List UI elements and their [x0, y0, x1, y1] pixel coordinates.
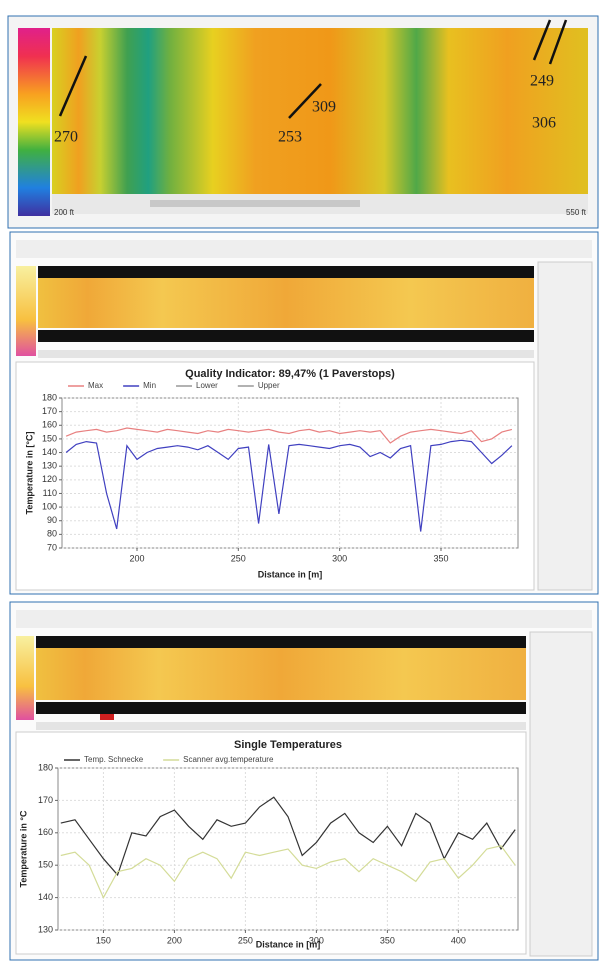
y-tick-label: 150: [42, 433, 57, 443]
legend-label: Upper: [258, 381, 280, 390]
thermal-strip: [38, 278, 534, 328]
series-line: [60, 796, 516, 877]
annotation: 270: [54, 129, 78, 146]
x-tick-label: 350: [380, 935, 395, 945]
annotation: 306: [532, 115, 556, 132]
series-line: [60, 845, 516, 899]
y-tick-label: 160: [42, 420, 57, 430]
strip-bottom: [36, 702, 526, 714]
y-tick-label: 150: [38, 860, 53, 870]
y-tick-label: 180: [38, 762, 53, 772]
legend-label: Temp. Schnecke: [84, 755, 144, 764]
series-line: [65, 439, 513, 532]
x-axis-label: Distance in [m]: [256, 939, 321, 949]
y-axis-label: Temperature in [°C]: [24, 432, 34, 515]
y-tick-label: 170: [38, 795, 53, 805]
legend-label: Max: [88, 381, 103, 390]
properties-pane: [537, 261, 593, 591]
color-scale: [18, 28, 50, 216]
dynamic-layer: 270 253 309 249 306 200 ft 550 ft 70 80 90 100 110 1…: [15, 73, 587, 955]
chart-title: Single Temperatures: [234, 739, 342, 751]
properties-pane: [529, 631, 593, 957]
thermal-strip: [36, 648, 526, 700]
annotation: 309: [312, 99, 336, 116]
y-tick-label: 140: [42, 447, 57, 457]
tab-bar: [38, 350, 534, 358]
marker: [100, 714, 114, 720]
color-scale: [16, 636, 34, 720]
y-tick-label: 130: [38, 924, 53, 934]
y-tick-label: 110: [43, 488, 57, 498]
x-tick-label: 300: [309, 935, 324, 945]
x-tick-label: 350: [433, 553, 448, 563]
strip-bottom: [38, 330, 534, 342]
x-axis-label: Distance in [m]: [258, 569, 323, 579]
y-tick-label: 160: [38, 827, 53, 837]
color-scale: [16, 266, 36, 356]
y-tick-label: 80: [47, 529, 57, 539]
tab-bar: [36, 722, 526, 730]
x-tick-label: 150: [96, 935, 111, 945]
y-tick-label: 120: [42, 474, 57, 484]
legend-label: Lower: [196, 381, 218, 390]
heatmap: [52, 28, 588, 194]
scale-label: 200 ft: [54, 208, 75, 217]
toolbar: [16, 240, 592, 258]
y-tick-label: 90: [47, 515, 57, 525]
y-tick-label: 70: [47, 542, 57, 552]
x-tick-label: 400: [451, 935, 466, 945]
scale-label: 550 ft: [566, 208, 587, 217]
annotation: 249: [530, 73, 554, 90]
y-axis-label: Temperature in °C: [18, 810, 28, 887]
annotation: 253: [278, 129, 302, 146]
legend-label: Min: [143, 381, 156, 390]
x-tick-label: 250: [231, 553, 246, 563]
y-tick-label: 100: [42, 501, 57, 511]
y-tick-label: 130: [42, 461, 57, 471]
x-tick-label: 200: [167, 935, 182, 945]
strip-top: [36, 636, 526, 648]
plot-area: [61, 397, 519, 549]
x-tick-label: 300: [332, 553, 347, 563]
x-tick-label: 250: [238, 935, 253, 945]
toolbar: [16, 610, 592, 628]
y-tick-label: 170: [42, 406, 57, 416]
x-tick-label: 200: [129, 553, 144, 563]
chart-title: Quality Indicator: 89,47% (1 Paverstops): [185, 368, 395, 380]
arrows: [58, 19, 568, 119]
series-line: [65, 427, 513, 444]
y-tick-label: 180: [42, 392, 57, 402]
strip-top: [38, 266, 534, 278]
y-tick-label: 140: [38, 892, 53, 902]
scroll-thumb: [150, 200, 360, 207]
legend-label: Scanner avg.temperature: [183, 755, 274, 764]
